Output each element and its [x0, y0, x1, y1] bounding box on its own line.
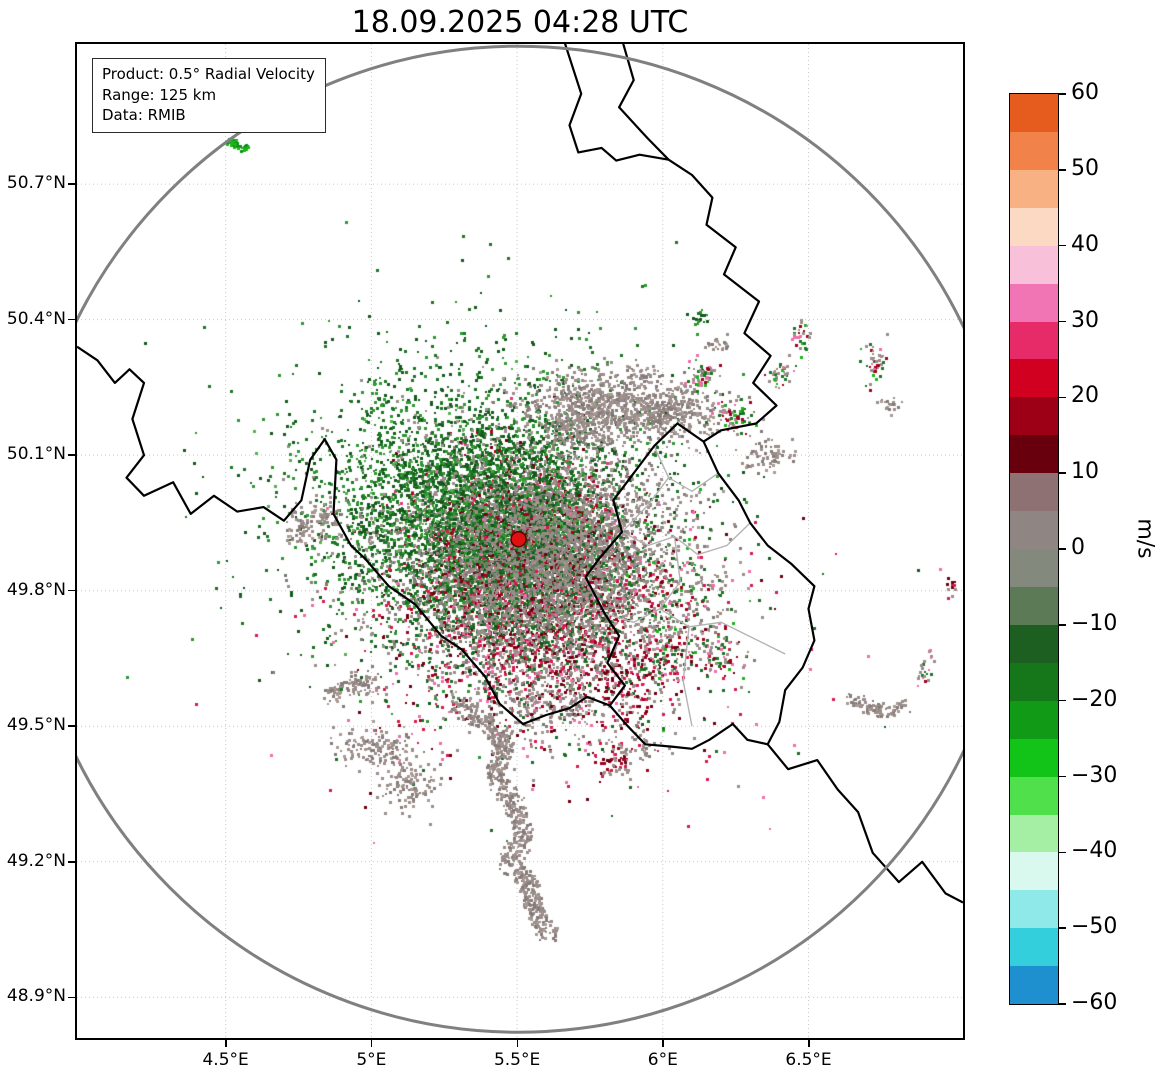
colorbar-tick-label: 50	[1071, 155, 1099, 181]
x-tick-mark	[662, 1040, 664, 1047]
x-tick-label: 5.5°E	[493, 1050, 541, 1070]
colorbar-tick-label: −40	[1071, 838, 1118, 864]
colorbar-tick-label: −60	[1071, 990, 1118, 1015]
colorbar-band	[1010, 207, 1058, 246]
colorbar-band	[1010, 549, 1058, 587]
colorbar-band	[1010, 586, 1058, 625]
range-ring	[77, 44, 963, 1034]
plot-title: 18.09.2025 04:28 UTC	[351, 5, 689, 40]
y-tick-label: 49.2°N	[6, 850, 66, 871]
country-border-path	[667, 158, 778, 443]
colorbar-band	[1010, 624, 1058, 663]
colorbar-tick-mark	[1059, 927, 1066, 929]
colorbar-band	[1010, 966, 1058, 1005]
colorbar-tick-mark	[1059, 548, 1066, 550]
district-border-path	[621, 522, 751, 556]
map-overlay-layer	[77, 44, 963, 1034]
colorbar	[1009, 93, 1059, 1005]
colorbar-tick-label: 10	[1071, 459, 1099, 485]
x-tick-mark	[516, 1040, 519, 1047]
district-border-path	[653, 445, 719, 492]
colorbar-tick-label: −30	[1071, 762, 1118, 788]
product-info-line: Data: RMIB	[102, 106, 186, 125]
colorbar-tick-label: 60	[1071, 80, 1099, 105]
colorbar-tick-mark	[1059, 169, 1066, 171]
y-tick-mark	[68, 996, 75, 999]
colorbar-tick-label: 40	[1071, 231, 1099, 257]
colorbar-band	[1010, 890, 1058, 929]
colorbar-band	[1010, 852, 1058, 891]
colorbar-band	[1010, 131, 1058, 170]
map-plot-area: Product: 0.5° Radial Velocity Range: 125…	[75, 42, 965, 1040]
y-tick-label: 49.5°N	[6, 715, 66, 736]
country-border-path	[766, 743, 963, 904]
y-tick-mark	[68, 861, 75, 863]
country-border-path	[77, 345, 611, 726]
colorbar-tick-mark	[1059, 93, 1066, 95]
country-border-path	[584, 422, 816, 750]
x-tick-mark	[370, 1040, 373, 1047]
y-tick-label: 50.1°N	[6, 444, 66, 465]
district-border-path	[659, 536, 681, 610]
x-tick-mark	[808, 1040, 810, 1047]
colorbar-band	[1010, 473, 1058, 512]
colorbar-tick-mark	[1059, 699, 1066, 702]
y-tick-label: 50.4°N	[6, 308, 66, 329]
x-tick-label: 6°E	[647, 1050, 678, 1070]
colorbar-tick-mark	[1059, 624, 1066, 626]
product-info-line: Product: 0.5° Radial Velocity	[102, 65, 315, 83]
colorbar-band	[1010, 397, 1058, 436]
country-border-path	[618, 44, 670, 161]
colorbar-band	[1010, 283, 1058, 322]
colorbar-band	[1010, 776, 1058, 815]
x-tick-mark	[225, 1040, 227, 1047]
x-tick-label: 6.5°E	[785, 1050, 832, 1070]
colorbar-band	[1010, 928, 1058, 967]
y-tick-mark	[68, 183, 75, 185]
colorbar-tick-label: 30	[1071, 307, 1099, 333]
colorbar-tick-mark	[1059, 851, 1066, 854]
y-tick-label: 50.7°N	[6, 173, 66, 194]
y-tick-mark	[68, 725, 75, 727]
district-border-path	[604, 608, 786, 655]
product-info-box: Product: 0.5° Radial Velocity Range: 125…	[92, 58, 326, 134]
colorbar-tick-mark	[1059, 320, 1066, 323]
colorbar-band	[1010, 511, 1058, 550]
colorbar-tick-mark	[1059, 1003, 1066, 1005]
district-border-path	[682, 626, 693, 727]
colorbar-band	[1010, 169, 1058, 208]
colorbar-band	[1010, 662, 1058, 701]
radar-site-marker	[510, 530, 527, 548]
product-info-line: Range: 125 km	[102, 85, 217, 104]
colorbar-band	[1010, 814, 1058, 853]
colorbar-tick-label: 0	[1071, 535, 1085, 560]
colorbar-band	[1010, 321, 1058, 360]
country-border-path	[563, 44, 669, 162]
colorbar-band	[1010, 94, 1058, 132]
y-tick-mark	[68, 589, 75, 592]
colorbar-band	[1010, 245, 1058, 284]
colorbar-tick-label: −50	[1071, 914, 1118, 940]
colorbar-tick-label: 20	[1071, 383, 1099, 409]
x-tick-label: 4.5°E	[202, 1050, 249, 1070]
colorbar-tick-label: −10	[1071, 610, 1118, 636]
district-border-path	[621, 477, 670, 533]
colorbar-band	[1010, 359, 1058, 398]
y-tick-mark	[68, 318, 75, 321]
x-tick-label: 5°E	[356, 1050, 387, 1070]
y-tick-mark	[68, 454, 75, 456]
colorbar-tick-label: −20	[1071, 686, 1118, 712]
y-tick-label: 49.8°N	[6, 579, 66, 600]
colorbar-tick-mark	[1059, 396, 1066, 399]
colorbar-unit-label: m/s	[1132, 518, 1158, 559]
colorbar-band	[1010, 700, 1058, 739]
colorbar-tick-mark	[1059, 244, 1066, 247]
y-tick-label: 48.9°N	[6, 986, 66, 1007]
colorbar-tick-mark	[1059, 775, 1066, 778]
colorbar-tick-mark	[1059, 472, 1066, 474]
colorbar-band	[1010, 435, 1058, 474]
colorbar-band	[1010, 738, 1058, 777]
